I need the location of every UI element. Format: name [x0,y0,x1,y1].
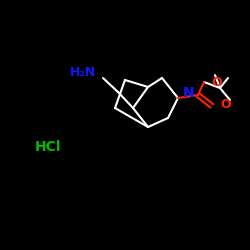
Text: O: O [211,76,222,90]
Text: N: N [183,86,194,100]
Text: H₂N: H₂N [70,66,96,80]
Text: HCl: HCl [35,140,62,154]
Text: O: O [220,98,230,112]
